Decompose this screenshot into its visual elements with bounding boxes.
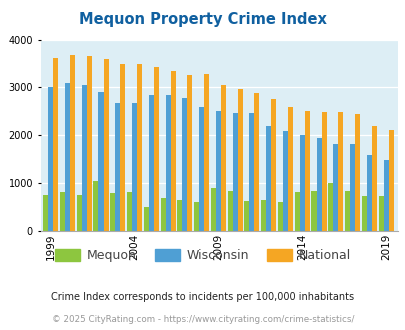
Bar bbox=[266, 126, 271, 231]
Bar bbox=[198, 107, 204, 231]
Bar bbox=[81, 85, 87, 231]
Bar bbox=[60, 192, 65, 231]
Bar bbox=[282, 131, 287, 231]
Bar bbox=[132, 103, 137, 231]
Bar bbox=[311, 191, 316, 231]
Bar bbox=[160, 197, 165, 231]
Bar bbox=[165, 95, 170, 231]
Bar bbox=[299, 135, 304, 231]
Bar bbox=[87, 56, 92, 231]
Bar bbox=[316, 138, 321, 231]
Bar bbox=[48, 87, 53, 231]
Bar bbox=[237, 89, 242, 231]
Bar bbox=[43, 195, 48, 231]
Bar bbox=[137, 63, 142, 231]
Bar bbox=[77, 195, 81, 231]
Bar bbox=[204, 74, 209, 231]
Bar bbox=[53, 58, 58, 231]
Bar bbox=[294, 192, 299, 231]
Bar bbox=[170, 71, 175, 231]
Bar bbox=[383, 160, 388, 231]
Bar bbox=[120, 63, 125, 231]
Bar bbox=[371, 126, 376, 231]
Bar bbox=[194, 202, 198, 231]
Bar bbox=[110, 193, 115, 231]
Bar bbox=[366, 155, 371, 231]
Bar bbox=[177, 200, 182, 231]
Bar bbox=[277, 202, 282, 231]
Bar bbox=[227, 191, 232, 231]
Bar bbox=[304, 112, 309, 231]
Bar bbox=[344, 191, 349, 231]
Text: Mequon Property Crime Index: Mequon Property Crime Index bbox=[79, 12, 326, 26]
Bar bbox=[328, 183, 333, 231]
Text: © 2025 CityRating.com - https://www.cityrating.com/crime-statistics/: © 2025 CityRating.com - https://www.city… bbox=[51, 315, 354, 324]
Bar bbox=[187, 75, 192, 231]
Bar bbox=[65, 83, 70, 231]
Bar bbox=[220, 85, 226, 231]
Bar bbox=[249, 113, 254, 231]
Bar bbox=[215, 112, 220, 231]
Bar bbox=[232, 113, 237, 231]
Bar bbox=[349, 145, 354, 231]
Bar bbox=[361, 196, 366, 231]
Bar bbox=[271, 99, 275, 231]
Bar bbox=[153, 67, 158, 231]
Bar bbox=[244, 201, 249, 231]
Bar bbox=[93, 181, 98, 231]
Bar bbox=[254, 93, 259, 231]
Bar bbox=[354, 114, 359, 231]
Bar bbox=[287, 107, 292, 231]
Bar bbox=[98, 92, 103, 231]
Bar bbox=[143, 207, 148, 231]
Bar bbox=[333, 144, 337, 231]
Bar bbox=[70, 55, 75, 231]
Bar bbox=[377, 196, 383, 231]
Legend: Mequon, Wisconsin, National: Mequon, Wisconsin, National bbox=[50, 244, 355, 267]
Bar bbox=[127, 192, 132, 231]
Bar bbox=[148, 95, 153, 231]
Bar bbox=[388, 130, 393, 231]
Bar bbox=[321, 112, 326, 231]
Bar bbox=[337, 112, 343, 231]
Bar bbox=[115, 103, 120, 231]
Bar bbox=[210, 188, 215, 231]
Bar bbox=[182, 98, 187, 231]
Text: Crime Index corresponds to incidents per 100,000 inhabitants: Crime Index corresponds to incidents per… bbox=[51, 292, 354, 302]
Bar bbox=[260, 200, 266, 231]
Bar bbox=[103, 59, 108, 231]
